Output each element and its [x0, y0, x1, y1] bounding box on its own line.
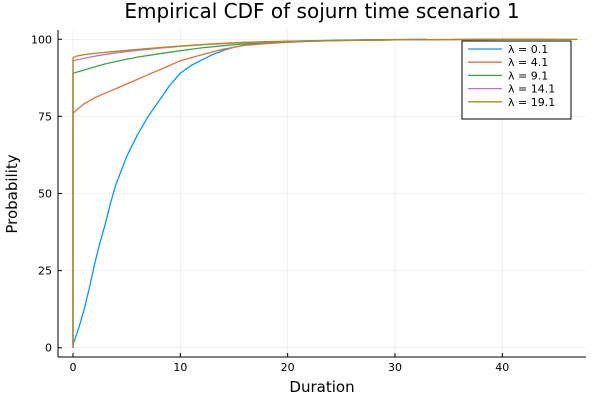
x-axis-label: Duration	[289, 378, 354, 396]
y-tick-label: 100	[31, 33, 52, 46]
y-tick-label: 50	[38, 188, 52, 201]
x-tick-label: 40	[495, 361, 509, 374]
x-tick-labels: 0 10 20 30 40	[70, 361, 510, 374]
legend-label-5: λ = 19.1	[508, 96, 555, 109]
legend-label-1: λ = 0.1	[508, 43, 548, 56]
legend-label-4: λ = 14.1	[508, 83, 555, 96]
y-tick-label: 0	[45, 342, 52, 355]
legend-label-3: λ = 9.1	[508, 69, 548, 82]
chart-title: Empirical CDF of sojurn time scenario 1	[124, 0, 519, 23]
y-tick-label: 25	[38, 265, 52, 278]
y-tick-label: 75	[38, 110, 52, 123]
axes	[57, 30, 586, 358]
series-line-5	[72, 38, 578, 348]
y-tick-labels: 0 25 50 75 100	[31, 33, 52, 354]
x-tick-label: 0	[70, 361, 77, 374]
x-tick-label: 20	[281, 361, 295, 374]
legend: λ = 0.1λ = 4.1λ = 9.1λ = 14.1λ = 19.1	[461, 40, 572, 120]
x-tick-label: 10	[173, 361, 187, 374]
series-lines	[72, 38, 578, 348]
x-tick-label: 30	[388, 361, 402, 374]
legend-label-2: λ = 4.1	[508, 56, 548, 69]
legend-box	[461, 40, 572, 120]
y-axis-label: Probability	[3, 154, 21, 233]
